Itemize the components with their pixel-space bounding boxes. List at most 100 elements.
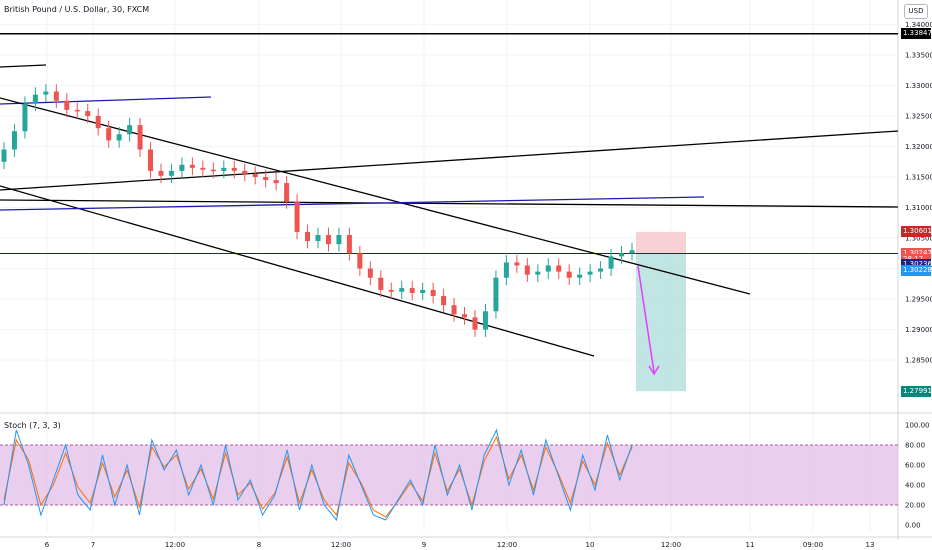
y-tick-label: 1.33500 — [905, 51, 932, 59]
stop-loss-zone — [636, 231, 686, 254]
candle-body — [11, 131, 17, 150]
candle-body — [378, 277, 384, 290]
candle-body — [524, 265, 530, 275]
y-tick-label: 1.31000 — [905, 204, 932, 212]
candle-body — [148, 149, 154, 171]
candle-body — [535, 271, 541, 275]
x-tick-label: 9 — [422, 541, 426, 549]
candle-body — [357, 253, 363, 269]
candle-body — [273, 180, 279, 184]
x-tick-label: 8 — [257, 541, 261, 549]
candle-body — [451, 305, 457, 315]
candle-body — [577, 274, 583, 278]
x-tick-label: 10 — [586, 541, 595, 549]
candle-body — [263, 177, 269, 181]
candle-body — [106, 128, 112, 141]
candle-body — [43, 91, 49, 95]
price-tag: 1.30228 — [901, 264, 932, 276]
candle-body — [545, 265, 551, 272]
candle-body — [566, 271, 572, 278]
y-tick-label: 1.31500 — [905, 174, 932, 182]
candle-body — [325, 234, 331, 245]
y-tick-label: 1.29500 — [905, 296, 932, 304]
x-tick-label: 13 — [866, 541, 875, 549]
candle-body — [294, 201, 300, 232]
candle-body — [367, 268, 373, 278]
x-tick-label: 12:00 — [497, 541, 517, 549]
candle-body — [388, 289, 394, 292]
price-tag: 1.33847 — [901, 28, 932, 40]
stoch-y-tick-label: 20.00 — [905, 502, 925, 510]
candle-body — [179, 164, 185, 171]
candle-body — [158, 170, 164, 176]
x-tick-label: 11 — [746, 541, 755, 549]
symbol-title: British Pound / U.S. Dollar, 30, FXCM — [4, 5, 150, 14]
stoch-y-tick-label: 0.00 — [905, 522, 921, 530]
candle-body — [608, 256, 614, 269]
candle-body — [168, 170, 174, 176]
candle-body — [189, 164, 195, 168]
price-tag: 28:17 — [901, 253, 931, 265]
x-tick-label: 12:00 — [661, 541, 681, 549]
candle-body — [305, 231, 311, 242]
candle-body — [210, 169, 216, 172]
candle-body — [514, 262, 520, 266]
y-tick-label: 1.29000 — [905, 326, 932, 334]
x-tick-label: 12:00 — [331, 541, 351, 549]
y-tick-label: 1.33000 — [905, 82, 932, 90]
trendline-rising — [0, 130, 899, 191]
price-tag: 1.27991 — [901, 385, 932, 397]
candle-body — [252, 173, 258, 178]
stoch-y-tick-label: 100.00 — [905, 422, 930, 430]
candle-body — [336, 234, 342, 245]
candle-body — [598, 268, 604, 272]
y-tick-label: 1.30500 — [905, 235, 932, 243]
candle-body — [503, 262, 509, 278]
take-profit-zone — [636, 253, 686, 392]
candle-body — [472, 317, 478, 330]
candle-body — [420, 289, 426, 293]
trendline-channel-upper — [0, 97, 751, 295]
y-tick-label: 1.32000 — [905, 143, 932, 151]
candle-body — [462, 314, 468, 318]
candle-body — [346, 234, 352, 254]
stoch-y-tick-label: 60.00 — [905, 462, 925, 470]
trendline-blue-mid — [0, 196, 705, 211]
candle-body — [587, 271, 593, 275]
y-tick-label: 1.28500 — [905, 357, 932, 365]
trendline-channel-lower — [0, 185, 595, 357]
candle-body — [619, 253, 625, 257]
candle-body — [430, 289, 436, 297]
candle-body — [85, 111, 91, 116]
candle-body — [409, 288, 415, 293]
candle-body — [242, 170, 248, 174]
stoch-k-line — [3, 428, 633, 522]
stoch-y-tick-label: 80.00 — [905, 442, 925, 450]
y-tick-label: 1.34000 — [905, 21, 932, 29]
candle-body — [221, 167, 227, 171]
candle-body — [231, 167, 237, 171]
y-tick-label: 1.32500 — [905, 112, 932, 120]
x-tick-label: 09:00 — [803, 541, 823, 549]
candle-body — [441, 296, 447, 306]
candle-body — [22, 103, 28, 132]
candle-body — [399, 288, 405, 292]
candle-body — [315, 234, 321, 242]
candle-body — [64, 100, 70, 110]
candle-body — [1, 149, 7, 162]
candle-body — [556, 265, 562, 272]
candle-body — [284, 183, 290, 202]
currency-button[interactable]: USD — [904, 4, 928, 19]
candle-body — [32, 94, 38, 104]
candle-body — [127, 125, 133, 135]
candle-body — [200, 167, 206, 170]
trendline-short — [0, 64, 47, 68]
candle-body — [95, 115, 101, 129]
candle-body — [629, 250, 635, 254]
stoch-y-tick-label: 40.00 — [905, 482, 925, 490]
candle-body — [116, 134, 122, 141]
projection-arrowhead — [648, 365, 660, 376]
projection-arrow — [637, 265, 655, 373]
candle-body — [53, 91, 59, 101]
